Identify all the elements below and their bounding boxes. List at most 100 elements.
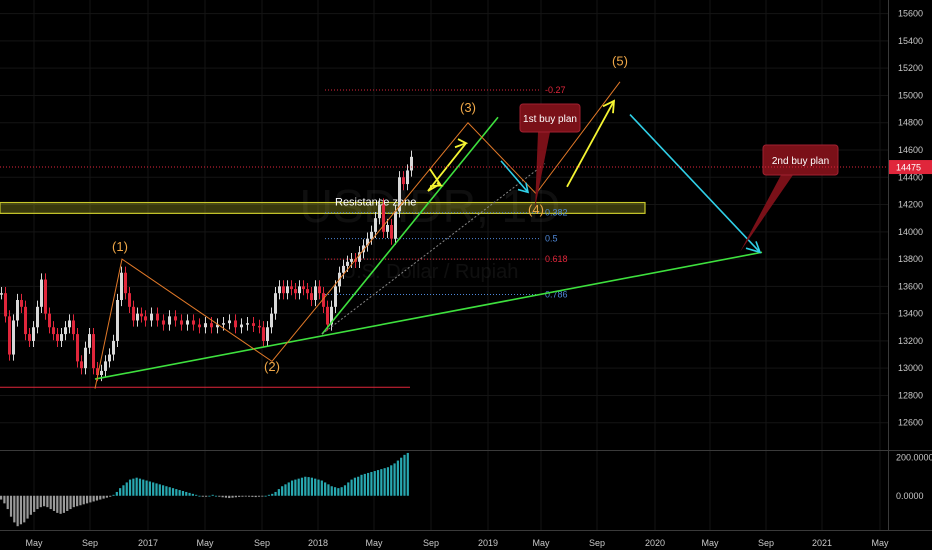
oscillator-bar (135, 477, 138, 496)
x-axis: May Sep 2017 May Sep 2018 May Sep 2019 May Sep 2020… (25, 538, 889, 548)
oscillator-bar (128, 479, 132, 496)
oscillator-bar (16, 495, 19, 527)
oscillator-bar (49, 495, 52, 510)
candle-body (246, 323, 249, 325)
oscillator-bar (324, 482, 327, 496)
candle-body (252, 323, 255, 326)
wave-label: (2) (264, 359, 280, 374)
oscillator-bar (19, 495, 23, 525)
fib-level-label: 0.786 (545, 290, 568, 300)
oscillator-bar (211, 494, 214, 496)
candle-body (76, 334, 79, 362)
oscillator-bar (26, 495, 29, 519)
candle-body (80, 361, 83, 369)
oscillator-bar (350, 479, 353, 496)
oscillator-bar (138, 478, 142, 496)
candle-body (278, 286, 281, 294)
oscillator-bar (201, 495, 204, 497)
oscillator-bar (264, 495, 267, 497)
oscillator-bar (105, 495, 109, 498)
candle-body (270, 313, 273, 328)
candle-body (32, 327, 35, 341)
candle-body (132, 306, 135, 321)
candle-body (144, 316, 147, 321)
oscillator-bar (145, 480, 148, 496)
oscillator-bar (99, 495, 102, 500)
wave-label: (3) (460, 100, 476, 115)
dotted-trendline (321, 163, 546, 335)
y-tick-label: 12600 (898, 418, 923, 428)
x-tick-label: May (532, 538, 550, 548)
oscillator-bar (400, 457, 403, 496)
candle-body (274, 293, 277, 314)
candle-body (306, 289, 309, 294)
y-tick-label: 14200 (898, 200, 923, 210)
candle-body (228, 320, 231, 324)
oscillator-bar (92, 495, 95, 502)
y-axis: 12600 12800 13000 13200 13400 13600 13800 14000… (889, 9, 932, 501)
arrow-yellow-head (454, 138, 469, 149)
oscillator-bar (56, 495, 59, 513)
candle-body (334, 286, 337, 307)
x-tick-label: Sep (589, 538, 605, 548)
oscillator-bar (175, 489, 178, 496)
candle-body (346, 261, 349, 266)
oscillator-bar (320, 480, 323, 496)
oscillator-bar (390, 465, 393, 496)
candle-body (394, 211, 397, 239)
candle-body (382, 204, 385, 232)
candle-body (68, 320, 71, 328)
oscillator-bar (205, 495, 208, 497)
candle-body (0, 293, 3, 295)
candle-body (4, 293, 7, 317)
oscillator-bar (102, 495, 105, 499)
oscillator-y-tick: 0.0000 (896, 491, 924, 501)
x-tick-label: May (25, 538, 43, 548)
candle-body (60, 334, 63, 341)
projection-cyan-wave4 (500, 160, 529, 193)
candle-body (398, 177, 401, 212)
oscillator-bar (89, 495, 92, 503)
oscillator-bar (181, 491, 185, 496)
oscillator-bar (36, 495, 39, 510)
x-tick-label: May (701, 538, 719, 548)
oscillator-bar (46, 495, 49, 508)
oscillator-bar (271, 493, 274, 496)
candle-body (56, 334, 59, 341)
candle-body (266, 327, 269, 341)
oscillator-bar (367, 472, 370, 496)
y-tick-label: 14800 (898, 118, 923, 128)
candle-body (128, 293, 131, 307)
oscillator-bar (109, 495, 112, 497)
oscillator-bar (82, 495, 85, 505)
candle-body (186, 320, 189, 325)
oscillator-bar (317, 479, 320, 496)
x-tick-label: 2021 (812, 538, 832, 548)
oscillator-bar (290, 480, 294, 496)
x-tick-label: 2017 (138, 538, 158, 548)
x-tick-label: 2019 (478, 538, 498, 548)
oscillator-bar (363, 473, 366, 496)
oscillator-bar (340, 487, 343, 496)
oscillator-bar (158, 484, 161, 496)
y-tick-label: 13600 (898, 281, 923, 291)
candle-body (150, 313, 153, 321)
x-tick-label: May (871, 538, 889, 548)
candle-body (262, 327, 265, 341)
candle-body (12, 320, 15, 355)
arrow-yellow-head (429, 181, 444, 188)
candle-body (168, 316, 171, 325)
oscillator-bar (347, 482, 350, 496)
resistance-zone-label: Resistance zone (335, 197, 416, 209)
oscillator-bar (171, 488, 175, 496)
candle-body (116, 300, 119, 341)
candle-body (162, 320, 165, 325)
resistance-zone-band (0, 201, 646, 214)
candle-body (44, 279, 47, 314)
candle-body (198, 324, 201, 328)
steep-trendline (321, 116, 499, 335)
candle-body (358, 252, 361, 262)
candle-body (120, 272, 123, 300)
candle-body (370, 231, 373, 239)
